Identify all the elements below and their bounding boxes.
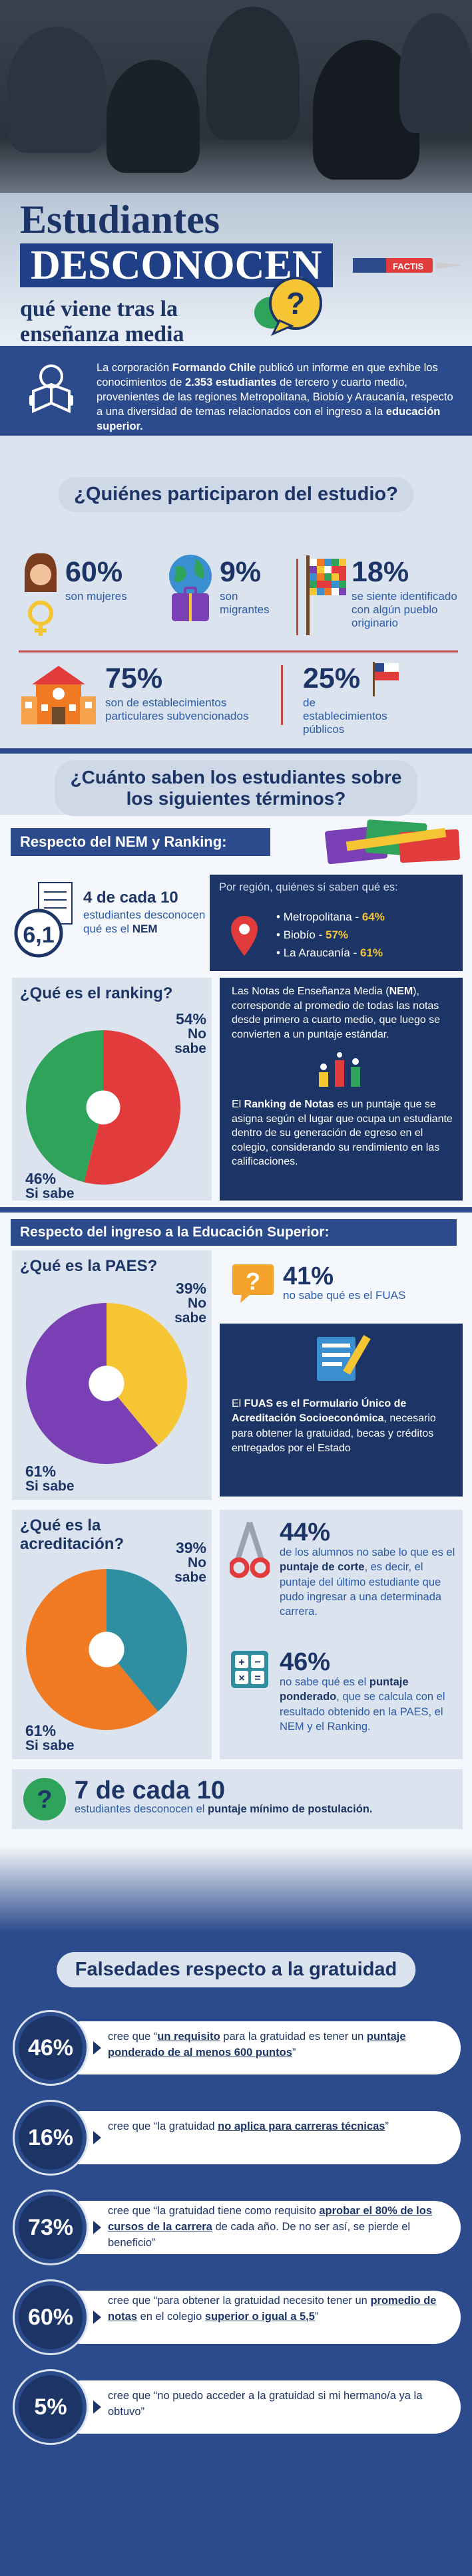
definitions-panel: Las Notas de Enseñanza Media (NEM), corr… (220, 978, 463, 1201)
chile-flag-icon (373, 662, 399, 696)
school-icon (21, 666, 96, 724)
stat-public: 25% de establecimientos públicos (303, 662, 387, 736)
pie-hole (86, 1090, 120, 1125)
min-score-panel (12, 1769, 463, 1829)
student-photo (7, 27, 107, 153)
region-list: • Metropolitana - 64% • Biobío - 57% • L… (276, 908, 385, 962)
falsehood-item: 46% cree que “un requisito para la gratu… (15, 2012, 461, 2084)
region-panel: Por región, quiénes sí saben qué es: • M… (210, 875, 463, 971)
hero-banner: FACTIS Estudiantes DESCONOCEN qué viene … (0, 0, 472, 346)
pencil-eraser-icon: FACTIS (353, 258, 463, 273)
fuas-definition: El FUAS es el Formulario Único de Acredi… (232, 1398, 436, 1455)
fuas-definition-panel: El FUAS es el Formulario Único de Acredi… (220, 1324, 463, 1497)
ranking-yes-label: 46% Si sabe (25, 1170, 75, 1202)
ranking-bars-icon (319, 1052, 360, 1087)
female-icon (25, 553, 57, 636)
ranking-pie-chart (25, 1030, 180, 1185)
svg-text:?: ? (37, 1786, 52, 1814)
accreditation-yes-label: 61% Si sabe (25, 1722, 75, 1754)
transition-band (0, 1846, 472, 1932)
student-photo (206, 7, 300, 140)
svg-text:FACTIS: FACTIS (393, 261, 424, 271)
knowledge-section: ¿Cuánto saben los estudiantes sobre los … (0, 748, 472, 1207)
accreditation-no-label: 39% No sabe (174, 1539, 206, 1586)
ranking-definition: El Ranking de Notas es un puntaje que se… (232, 1099, 453, 1168)
nem-stat: 4 de cada 10 estudiantes desconocen qué … (83, 889, 206, 936)
falsehoods-section: Falsedades respecto a la gratuidad 46% c… (0, 1932, 472, 2576)
svg-text:?: ? (246, 1268, 260, 1295)
divider (0, 1207, 472, 1213)
question-bubble-icon: ? (232, 1264, 274, 1303)
accreditation-question: ¿Qué es la acreditación? (20, 1516, 124, 1553)
ranking-question: ¿Qué es el ranking? (20, 984, 173, 1002)
pie-hole (89, 1632, 124, 1667)
section-heading: ¿Cuánto saben los estudiantes sobre los … (54, 760, 418, 817)
exam-score-icon: 6,1 (14, 882, 73, 958)
svg-text:+: + (238, 1657, 244, 1668)
title-block: Estudiantes DESCONOCEN qué viene tras la… (20, 200, 333, 346)
participants-section: ¿Quiénes participaron del estudio? 60% s… (0, 436, 472, 748)
svg-text:6,1: 6,1 (23, 923, 54, 948)
svg-text:=: = (254, 1673, 260, 1684)
title-line2: DESCONOCEN (20, 243, 333, 287)
divider (0, 748, 472, 754)
region-item: • Biobío - 57% (276, 929, 349, 942)
student-photo (399, 13, 472, 133)
falsehood-item: 5% cree que “no puedo acceder a la gratu… (15, 2371, 461, 2443)
paes-no-label: 39% No sabe (174, 1280, 206, 1326)
stat-migrants: 9% son migrantes (220, 556, 270, 616)
intro-panel: La corporación Formando Chile publicó un… (0, 346, 472, 436)
weighted-score-stat: 46% no sabe qué es el puntaje ponderado,… (280, 1648, 445, 1733)
form-pencil-icon (317, 1335, 371, 1381)
region-item: • Metropolitana - 64% (276, 911, 385, 923)
divider (19, 650, 458, 652)
pie-slice-si-sabe (25, 1030, 103, 1183)
student-photo (107, 60, 200, 173)
falsehood-item: 73% cree que “la gratuidad tiene como re… (15, 2192, 461, 2263)
region-item: • La Araucanía - 61% (276, 946, 383, 960)
stat-subsidized: 75% son de establecimientos particulares… (105, 662, 249, 722)
paes-pie-chart (25, 1303, 187, 1464)
stat-women: 60% son mujeres (65, 556, 127, 603)
scissors-icon (230, 1521, 270, 1578)
svg-text:×: × (238, 1673, 244, 1684)
intro-text: La corporación Formando Chile publicó un… (97, 362, 453, 433)
location-pin-icon (231, 916, 258, 956)
subsection-higher-ed: Respecto del ingreso a la Educación Supe… (11, 1219, 457, 1246)
pie-slice-no-sabe (107, 1303, 187, 1446)
falsehood-item: 60% cree que “para obtener la gratuidad … (15, 2281, 461, 2353)
ranking-no-label: 54% No sabe (174, 1010, 206, 1057)
title-line1: Estudiantes (20, 198, 220, 241)
nem-definition: Las Notas de Enseñanza Media (NEM), corr… (232, 986, 441, 1040)
svg-text:?: ? (286, 286, 305, 321)
subsection-nem-ranking: Respecto del NEM y Ranking: (11, 828, 270, 856)
page-subtitle: qué viene tras la enseñanza media (20, 297, 184, 346)
pie-hole (89, 1365, 124, 1401)
fuas-stat: 41% no sabe qué es el FUAS (283, 1262, 406, 1302)
svg-text:−: − (254, 1657, 260, 1668)
pie-slice-no-sabe (107, 1569, 187, 1712)
globe-luggage-icon (169, 555, 212, 621)
accreditation-pie-chart (25, 1569, 187, 1730)
stat-indigenous: 18% se siente identificado con algún pue… (352, 556, 457, 630)
calculator-icon: + − × = (231, 1651, 268, 1688)
cut-score-stat: 44% de los alumnos no sabe lo que es el … (280, 1518, 455, 1618)
divider (281, 665, 283, 725)
paes-yes-label: 61% Si sabe (25, 1463, 75, 1495)
notebooks-icon (325, 819, 460, 865)
higher-education-section: Respecto del ingreso a la Educación Supe… (0, 1207, 472, 1932)
section-heading: Falsedades respecto a la gratuidad (56, 1952, 416, 1987)
wiphala-flag-icon (306, 555, 346, 635)
student-reading-icon (29, 364, 73, 414)
falsehood-item: 16% cree que “la gratuidad no aplica par… (15, 2102, 461, 2174)
question-person-icon: ? (23, 1778, 66, 1820)
question-bubble-icon: ? (254, 277, 322, 336)
divider (296, 559, 298, 635)
paes-question: ¿Qué es la PAES? (20, 1257, 158, 1275)
section-heading: ¿Quiénes participaron del estudio? (58, 477, 414, 512)
min-score-stat: 7 de cada 10 estudiantes desconocen el p… (75, 1777, 373, 1815)
pie-slice-no-sabe (84, 1030, 180, 1185)
